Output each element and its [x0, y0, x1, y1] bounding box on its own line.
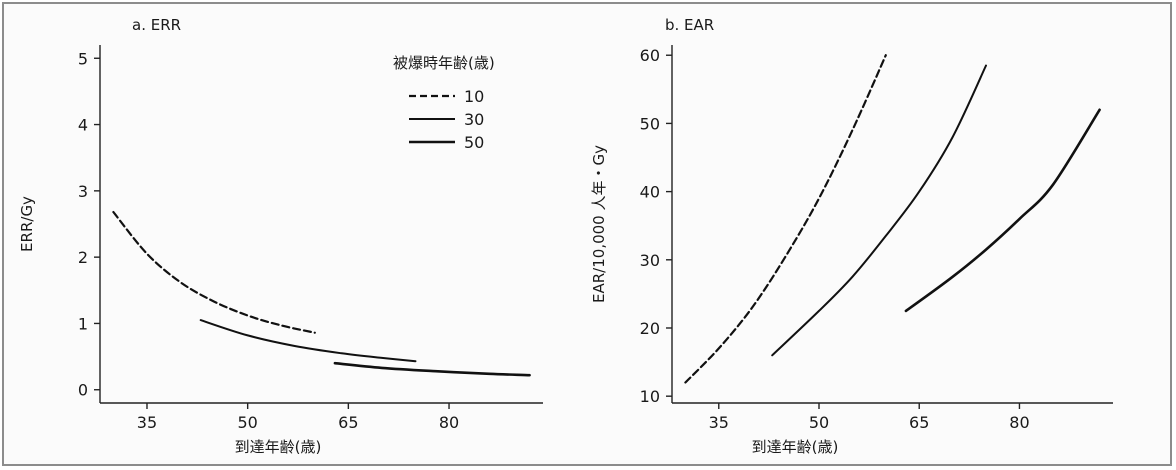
panel-ear: b. EAR 到達年齢(歳) EAR/10,000 人年・Gy 10 20 30 40… [590, 16, 1113, 456]
panel-a-xlabel: 到達年齢(歳) [235, 438, 322, 456]
panel-b-ylabel: EAR/10,000 人年・Gy [590, 145, 608, 303]
panel-b-x-tick-label: 65 [909, 413, 929, 432]
panel-b-y-tick-label: 50 [640, 114, 660, 133]
legend-label: 10 [464, 87, 484, 106]
legend-label: 50 [464, 133, 484, 152]
legend-label: 30 [464, 110, 484, 129]
legend-title: 被爆時年齢(歳) [393, 54, 495, 72]
panel-b-y-tick-label: 20 [640, 319, 660, 338]
panel-err: a. ERR 到達年齢(歳) ERR/Gy 被爆時年齢(歳) 10 30 50 0 1… [18, 16, 543, 456]
panel-b-x-tick-label: 50 [809, 413, 829, 432]
panel-b-x-tick-label: 80 [1009, 413, 1029, 432]
panel-b-label: b. EAR [665, 16, 714, 34]
panel-b-series-line [904, 108, 1101, 313]
panel-a-x-tick-label: 80 [439, 413, 459, 432]
panel-a-series-line [112, 211, 316, 334]
panel-a-ylabel: ERR/Gy [18, 196, 36, 252]
panel-b-x-tick-label: 35 [709, 413, 729, 432]
panel-a-x-tick-label: 50 [237, 413, 257, 432]
panel-b-series-line [771, 64, 987, 357]
panel-b-series-line [684, 54, 887, 384]
legend: 10 30 50 [409, 87, 484, 152]
panel-a-y-tick-label: 2 [78, 248, 88, 267]
panel-a-x-tick-label: 35 [137, 413, 157, 432]
panel-a-y-tick-label: 1 [78, 314, 88, 333]
panel-a-series-line [333, 361, 531, 377]
panel-b-xlabel: 到達年齢(歳) [752, 438, 839, 456]
panel-a-x-tick-label: 65 [338, 413, 358, 432]
panel-a-series-line [199, 319, 417, 363]
panel-b-y-tick-label: 40 [640, 183, 660, 202]
panel-a-y-tick-label: 3 [78, 182, 88, 201]
panel-a-y-tick-label: 0 [78, 381, 88, 400]
panel-a-y-tick-label: 4 [78, 116, 88, 135]
panel-b-y-tick-label: 60 [640, 46, 660, 65]
panel-a-y-tick-label: 5 [78, 49, 88, 68]
panel-a-label: a. ERR [132, 16, 181, 34]
panel-b-y-tick-label: 30 [640, 251, 660, 270]
panel-b-y-tick-label: 10 [640, 387, 660, 406]
